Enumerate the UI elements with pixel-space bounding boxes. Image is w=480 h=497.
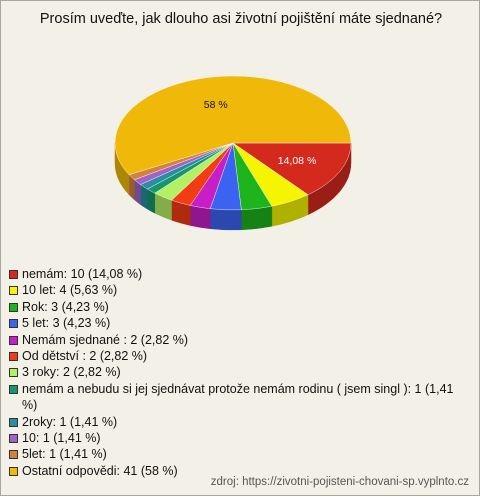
legend-swatch	[9, 417, 18, 427]
legend-swatch	[9, 286, 18, 296]
legend-label: 5let: 1 (1,41 %)	[22, 447, 107, 462]
legend-item: 3 roky: 2 (2,82 %)	[9, 364, 464, 380]
legend-swatch	[9, 302, 18, 312]
legend: nemám: 10 (14,08 %) 10 let: 4 (5,63 %) Rok…	[9, 266, 464, 479]
legend-label: Od dětství : 2 (2,82 %)	[22, 349, 148, 364]
legend-swatch	[9, 319, 18, 329]
legend-swatch	[9, 368, 18, 378]
legend-item: Nemám sjednané : 2 (2,82 %)	[9, 332, 464, 348]
legend-swatch	[9, 434, 18, 444]
legend-label: nemám: 10 (14,08 %)	[22, 267, 143, 281]
legend-label: 2roky: 1 (1,41 %)	[22, 414, 118, 429]
chart-title: Prosím uveďte, jak dlouho asi životní po…	[40, 11, 442, 27]
legend-label: Nemám sjednané : 2 (2,82 %)	[22, 332, 189, 347]
legend-swatch	[9, 270, 18, 279]
pie-slice	[114, 75, 352, 175]
legend-label: nemám a nebudu si jej sjednávat protože …	[22, 381, 454, 413]
legend-item: 5 let: 3 (4,23 %)	[9, 315, 464, 331]
source-note: zdroj: https://zivotni-pojisteni-chovani…	[210, 476, 469, 488]
legend-label: 3 roky: 2 (2,82 %)	[22, 365, 121, 380]
legend-item: Rok: 3 (4,23 %)	[9, 299, 464, 315]
legend-item: 10: 1 (1,41 %)	[9, 430, 464, 446]
legend-item: Od dětství : 2 (2,82 %)	[9, 348, 464, 364]
legend-swatch	[9, 384, 18, 394]
legend-label: Ostatní odpovědi: 41 (58 %)	[22, 463, 178, 478]
pie-slice	[232, 142, 352, 195]
legend-item: 2roky: 1 (1,41 %)	[9, 414, 464, 430]
legend-item: 10 let: 4 (5,63 %)	[9, 282, 464, 298]
legend-label: 5 let: 3 (4,23 %)	[22, 316, 111, 331]
legend-item: nemám: 10 (14,08 %)	[9, 266, 464, 282]
legend-swatch	[9, 450, 18, 460]
legend-label: 10: 1 (1,41 %)	[22, 431, 101, 446]
legend-swatch	[9, 352, 18, 362]
pie-slice-side	[189, 205, 211, 230]
legend-item: 5let: 1 (1,41 %)	[9, 446, 464, 462]
legend-item: Ostatní odpovědi: 41 (58 %)	[9, 463, 464, 479]
legend-swatch	[9, 335, 18, 345]
legend-label: 10 let: 4 (5,63 %)	[22, 283, 118, 298]
value-label: 58 %	[204, 99, 228, 111]
legend-item: nemám a nebudu si jej sjednávat protože …	[9, 381, 464, 414]
pie-slice-side	[209, 208, 242, 231]
value-label: 14,08 %	[278, 155, 317, 167]
legend-label: Rok: 3 (4,23 %)	[22, 299, 109, 314]
legend-swatch	[9, 466, 18, 476]
